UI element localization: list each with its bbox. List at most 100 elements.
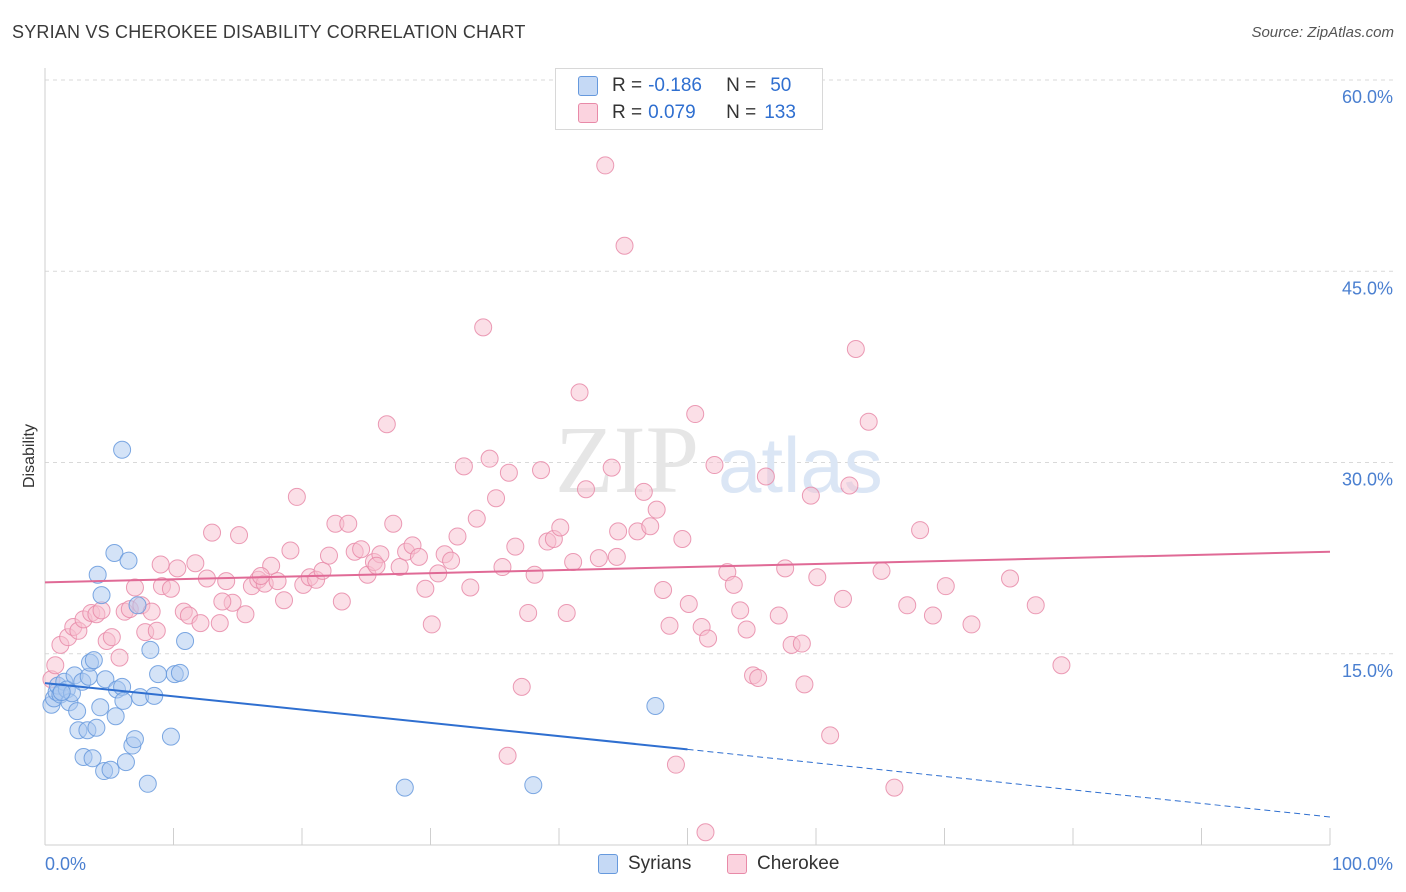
- cherokee-point: [268, 572, 287, 591]
- cherokee-point: [660, 616, 679, 635]
- cherokee-point: [821, 726, 840, 745]
- cherokee-point: [699, 629, 718, 648]
- cherokee-point: [367, 556, 386, 575]
- y-tick-label: 45.0%: [1342, 278, 1393, 298]
- cherokee-point: [191, 614, 210, 633]
- syrians-point: [105, 544, 124, 563]
- cherokee-point: [275, 591, 294, 610]
- cherokee-point: [213, 592, 232, 611]
- cherokee-point: [532, 461, 551, 480]
- cherokee-point: [422, 615, 441, 634]
- cherokee-point: [480, 449, 499, 468]
- cherokee-point: [236, 605, 255, 624]
- cherokee-point: [461, 578, 480, 597]
- cherokee-point: [859, 412, 878, 431]
- chart-title: SYRIAN VS CHEROKEE DISABILITY CORRELATIO…: [12, 22, 526, 42]
- cherokee-point: [731, 601, 750, 620]
- syrians-point: [119, 551, 138, 570]
- syrians-point: [646, 697, 665, 716]
- cherokee-point: [756, 467, 775, 486]
- x-tick-label: 0.0%: [45, 854, 86, 874]
- cherokee-point: [151, 555, 170, 574]
- y-tick-label: 15.0%: [1342, 661, 1393, 681]
- watermark-zip: ZIP: [555, 406, 699, 513]
- cherokee-point: [872, 561, 891, 580]
- syrians-trendline: [44, 682, 688, 751]
- cherokee-point: [570, 383, 589, 402]
- cherokee-point: [46, 656, 65, 675]
- cherokee-point: [696, 823, 715, 842]
- y-axis-label: Disability: [21, 424, 38, 488]
- cherokee-point: [519, 603, 538, 622]
- syrians-point: [83, 749, 102, 768]
- watermark-atlas: atlas: [718, 421, 883, 509]
- cherokee-point: [607, 547, 626, 566]
- syrians-point: [176, 632, 195, 650]
- syrians-point: [87, 718, 106, 737]
- bottom-legend-syrians: Syrians: [598, 851, 691, 877]
- syrians-point: [116, 753, 135, 772]
- syrians-point: [170, 663, 189, 682]
- cherokee-point: [377, 415, 396, 434]
- cherokee-point: [230, 526, 249, 545]
- cherokee-point: [168, 559, 187, 578]
- chart-source: Source: ZipAtlas.com: [1251, 24, 1394, 41]
- cherokee-point: [795, 675, 814, 694]
- syrians-point: [149, 665, 168, 684]
- cherokee-point: [110, 648, 129, 667]
- cherokee-point: [147, 621, 166, 640]
- cherokee-point: [833, 589, 852, 608]
- r-label: R =: [612, 102, 643, 123]
- cherokee-r-value: 0.079: [648, 102, 696, 123]
- cherokee-point: [898, 596, 917, 615]
- x-tick-label: 100.0%: [1332, 854, 1393, 874]
- cherokee-point: [705, 456, 724, 475]
- syrians-point: [128, 596, 147, 615]
- cherokee-point: [776, 559, 795, 578]
- syrians-point: [161, 727, 180, 746]
- legend-row-syrians: R = -0.186 N = 50: [578, 74, 791, 98]
- cherokee-swatch: [578, 103, 598, 123]
- cherokee-point: [679, 595, 698, 614]
- cherokee-point: [936, 577, 955, 596]
- cherokee-point: [551, 518, 570, 537]
- cherokee-point: [506, 537, 525, 556]
- syrians-point: [96, 670, 115, 689]
- cherokee-point: [125, 578, 144, 597]
- syrians-legend-label: Syrians: [628, 853, 692, 874]
- syrians-legend-swatch: [598, 854, 618, 874]
- cherokee-point: [1052, 656, 1071, 675]
- cherokee-point: [512, 677, 531, 696]
- cherokee-point: [493, 558, 512, 577]
- syrians-point: [88, 565, 107, 584]
- stats-legend: R = -0.186 N = 50 R = 0.079 N = 133: [555, 68, 823, 130]
- cherokee-point: [352, 540, 371, 559]
- cherokee-point: [203, 523, 222, 542]
- syrians-swatch: [578, 76, 598, 96]
- cherokee-point: [846, 340, 865, 359]
- cherokee-point: [596, 156, 615, 175]
- cherokee-point: [801, 486, 820, 505]
- cherokee-point: [217, 572, 236, 591]
- cherokee-point: [442, 551, 461, 570]
- syrians-point: [524, 776, 543, 795]
- cherokee-n-value: 133: [764, 102, 796, 123]
- n-label: N =: [726, 102, 757, 123]
- syrians-point: [125, 730, 144, 749]
- cherokee-legend-swatch: [727, 854, 747, 874]
- syrians-point: [395, 778, 414, 797]
- cherokee-point: [576, 480, 595, 499]
- cherokee-legend-label: Cherokee: [757, 853, 840, 874]
- cherokee-point: [749, 668, 768, 687]
- cherokee-point: [602, 458, 621, 477]
- cherokee-point: [666, 755, 685, 774]
- cherokee-point: [792, 634, 811, 653]
- cherokee-point: [525, 565, 544, 584]
- y-tick-label: 60.0%: [1342, 87, 1393, 107]
- cherokee-point: [499, 463, 518, 482]
- cherokee-point: [808, 568, 827, 587]
- cherokee-point: [319, 546, 338, 565]
- cherokee-point: [885, 778, 904, 797]
- cherokee-point: [911, 521, 930, 540]
